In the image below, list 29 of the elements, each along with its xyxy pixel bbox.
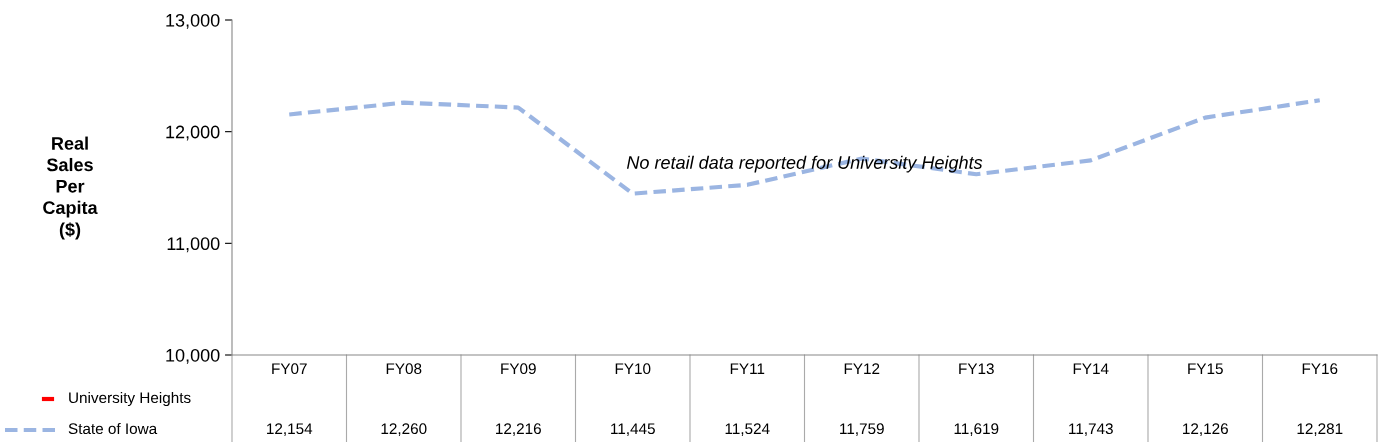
data-label: 11,524 bbox=[725, 423, 770, 436]
y-axis-title: Real Sales Per Capita ($) bbox=[43, 136, 98, 240]
data-label: 12,260 bbox=[381, 423, 427, 436]
x-tick-label: FY07 bbox=[272, 363, 307, 375]
y-tick-label: 10,000 bbox=[166, 348, 220, 364]
x-tick-label: FY12 bbox=[844, 363, 880, 374]
y-tick-label: 11,000 bbox=[167, 237, 220, 253]
x-tick-label: FY11 bbox=[730, 363, 765, 374]
data-label: 11,445 bbox=[611, 423, 655, 436]
x-tick-label: FY14 bbox=[1073, 363, 1109, 374]
data-label: 12,281 bbox=[1297, 423, 1343, 436]
data-label: 12,154 bbox=[267, 423, 313, 436]
x-tick-label: FY13 bbox=[959, 363, 994, 375]
data-label: 11,619 bbox=[954, 423, 999, 436]
y-tick-label: 13,000 bbox=[166, 13, 220, 29]
x-tick-label: FY15 bbox=[1188, 363, 1223, 375]
annotation: No retail data reported for University Heights bbox=[626, 155, 983, 173]
x-tick-label: FY10 bbox=[615, 363, 651, 375]
x-tick-label: FY08 bbox=[386, 363, 422, 375]
y-tick-label: 12,000 bbox=[166, 125, 220, 141]
line-series bbox=[287, 98, 1322, 196]
x-tick-label: FY16 bbox=[1302, 363, 1338, 375]
legend-label: State of Iowa bbox=[68, 422, 158, 435]
x-tick-label: FY09 bbox=[501, 363, 536, 375]
data-label: 11,759 bbox=[840, 423, 884, 436]
data-label: 12,216 bbox=[496, 423, 541, 436]
legend-label: University Heights bbox=[69, 391, 191, 407]
data-label: 11,743 bbox=[1069, 423, 1113, 436]
data-label: 12,126 bbox=[1183, 423, 1228, 436]
